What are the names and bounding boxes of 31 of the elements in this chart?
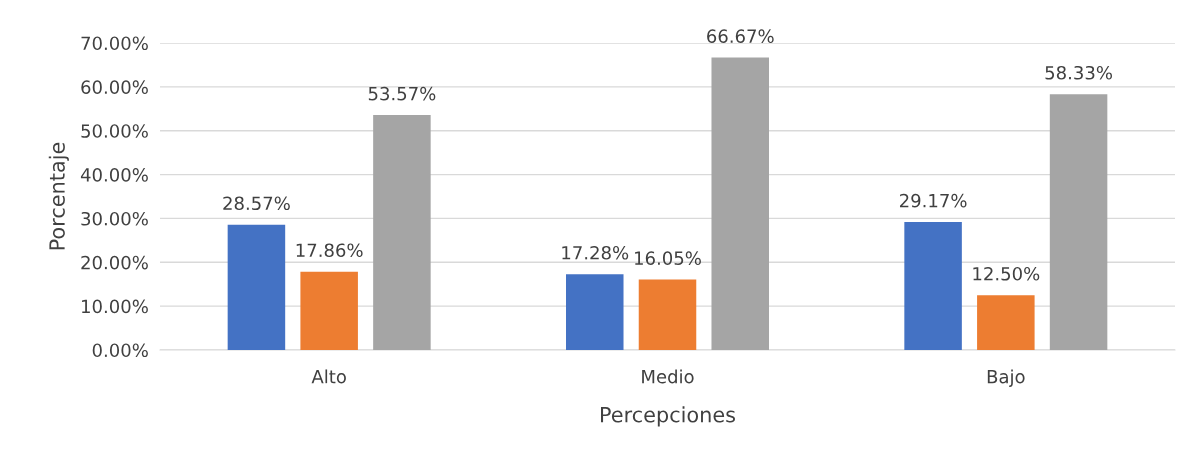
bar bbox=[904, 222, 962, 350]
data-label: 17.86% bbox=[296, 243, 363, 258]
data-label: 12.50% bbox=[973, 266, 1040, 281]
data-label: 53.57% bbox=[368, 86, 436, 101]
bar bbox=[373, 115, 431, 350]
y-axis-title: Porcentaje bbox=[48, 142, 69, 250]
data-label: 66.67% bbox=[707, 29, 774, 43]
data-label: 17.28% bbox=[562, 245, 629, 260]
y-tick-label: 30.00% bbox=[81, 211, 148, 226]
data-label: 16.05% bbox=[635, 251, 701, 265]
y-tick-label: 40.00% bbox=[80, 168, 148, 182]
y-tick-label: 70.00% bbox=[81, 36, 148, 51]
x-tick-label: Bajo bbox=[987, 369, 1025, 387]
y-tick-label: 60.00% bbox=[81, 80, 148, 94]
data-label: 29.17% bbox=[899, 193, 967, 208]
data-label: 28.57% bbox=[223, 196, 290, 211]
y-tick-label: 0.00% bbox=[92, 343, 148, 358]
y-tick-label: 50.00% bbox=[81, 124, 148, 138]
data-label: 58.33% bbox=[1045, 65, 1112, 80]
y-tick-label: 10.00% bbox=[82, 299, 148, 314]
bar bbox=[1049, 94, 1108, 350]
x-axis-title: Percepciones bbox=[601, 406, 736, 427]
x-tick-label: Medio bbox=[642, 369, 694, 384]
bar bbox=[227, 224, 286, 350]
x-tick-label: Alto bbox=[311, 369, 346, 384]
bar bbox=[711, 57, 769, 350]
bar bbox=[300, 271, 358, 350]
bar bbox=[566, 274, 624, 350]
y-tick-label: 20.00% bbox=[81, 255, 148, 270]
bar bbox=[977, 295, 1035, 350]
bar bbox=[638, 279, 697, 350]
